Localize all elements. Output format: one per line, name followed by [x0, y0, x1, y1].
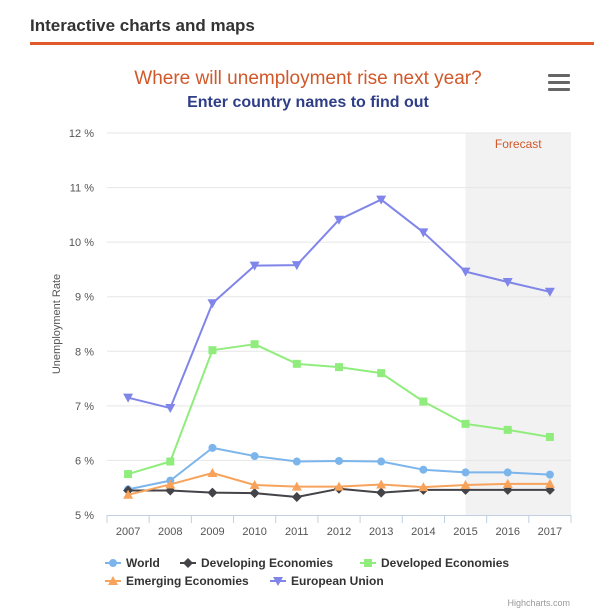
x-tick-label: 2014 [411, 526, 435, 538]
data-point[interactable] [123, 393, 134, 403]
data-point[interactable] [208, 346, 217, 355]
x-tick-label: 2012 [327, 526, 351, 538]
x-tick-label: 2010 [242, 526, 266, 538]
data-point[interactable] [376, 487, 387, 498]
y-tick-label: 8 % [75, 346, 94, 358]
legend-item-developing-economies[interactable]: Developing Economies [180, 556, 333, 570]
data-point[interactable] [503, 468, 512, 477]
data-point[interactable] [249, 479, 260, 489]
data-point[interactable] [292, 359, 301, 368]
data-point[interactable] [250, 452, 259, 461]
x-tick-label: 2007 [116, 526, 140, 538]
legend-label: Developed Economies [381, 556, 509, 570]
chart-subtitle: Enter country names to find out [187, 94, 429, 111]
data-point[interactable] [334, 215, 344, 225]
data-point[interactable] [123, 489, 134, 499]
data-point[interactable] [418, 482, 429, 492]
legend-item-european-union[interactable]: European Union [270, 574, 384, 588]
legend-symbol-marker [183, 558, 193, 568]
y-tick-label: 10 % [69, 237, 94, 249]
forecast-label: Forecast [495, 137, 542, 151]
data-point[interactable] [502, 277, 513, 287]
series-developed-economies [124, 340, 554, 479]
y-axis-title: Unemployment Rate [51, 274, 63, 374]
data-point[interactable] [545, 470, 554, 479]
data-point[interactable] [292, 457, 301, 466]
data-point[interactable] [165, 404, 176, 414]
data-point[interactable] [291, 491, 302, 502]
data-point[interactable] [207, 487, 218, 498]
x-tick-label: 2009 [200, 526, 224, 538]
data-point[interactable] [544, 287, 555, 297]
y-tick-label: 5 % [75, 510, 94, 522]
data-point[interactable] [250, 340, 259, 349]
data-point[interactable] [334, 481, 344, 491]
data-point[interactable] [335, 363, 343, 372]
data-point[interactable] [166, 457, 175, 466]
data-point[interactable] [377, 457, 386, 466]
hamburger-menu-icon[interactable] [548, 74, 570, 92]
y-tick-label: 12 % [69, 128, 94, 140]
data-point[interactable] [419, 465, 428, 474]
data-point[interactable] [249, 488, 260, 499]
data-point[interactable] [460, 479, 471, 489]
chart-title: Where will unemployment rise next year? [134, 68, 482, 89]
data-point[interactable] [376, 479, 387, 489]
data-point[interactable] [503, 425, 512, 434]
data-point[interactable] [249, 261, 260, 271]
data-point[interactable] [165, 479, 176, 489]
highcharts-credit[interactable]: Highcharts.com [507, 598, 570, 608]
y-tick-label: 7 % [75, 401, 94, 413]
y-tick-label: 9 % [75, 292, 94, 304]
data-point[interactable] [207, 467, 218, 477]
data-point[interactable] [207, 299, 218, 309]
legend-label: European Union [291, 574, 384, 588]
series-emerging-economies [123, 467, 555, 499]
x-tick-label: 2011 [285, 526, 309, 538]
forecast-band [465, 133, 571, 515]
data-point[interactable] [418, 228, 429, 238]
x-tick-label: 2015 [453, 526, 477, 538]
legend-item-emerging-economies[interactable]: Emerging Economies [105, 574, 249, 588]
data-point[interactable] [208, 443, 217, 452]
y-tick-label: 11 % [70, 183, 94, 195]
legend-label: Developing Economies [201, 556, 333, 570]
x-tick-label: 2008 [158, 526, 182, 538]
legend-item-developed-economies[interactable]: Developed Economies [360, 556, 509, 570]
data-point[interactable] [291, 481, 302, 491]
legend-item-world[interactable]: World [105, 556, 160, 570]
legend-symbol-marker [108, 576, 118, 585]
data-point[interactable] [335, 456, 343, 465]
x-tick-label: 2016 [495, 526, 519, 538]
data-point[interactable] [419, 397, 428, 406]
legend-symbol-marker [364, 559, 372, 567]
data-point[interactable] [502, 478, 513, 488]
data-point[interactable] [545, 432, 554, 441]
legend-symbol-marker [109, 559, 117, 567]
legend-label: Emerging Economies [126, 574, 249, 588]
y-tick-label: 6 % [75, 455, 94, 467]
data-point[interactable] [461, 419, 470, 428]
legend-label: World [126, 556, 160, 570]
data-point[interactable] [377, 369, 386, 378]
data-point[interactable] [461, 468, 470, 477]
data-point[interactable] [544, 478, 555, 488]
data-point[interactable] [124, 470, 133, 479]
data-point[interactable] [291, 261, 302, 271]
data-point[interactable] [376, 195, 387, 205]
legend-symbol-marker [273, 577, 283, 586]
x-tick-label: 2017 [538, 526, 562, 538]
x-tick-label: 2013 [369, 526, 393, 538]
section-header: Interactive charts and maps [30, 16, 255, 35]
data-point[interactable] [460, 267, 471, 277]
header-divider [30, 42, 594, 45]
series-european-union [123, 195, 555, 414]
